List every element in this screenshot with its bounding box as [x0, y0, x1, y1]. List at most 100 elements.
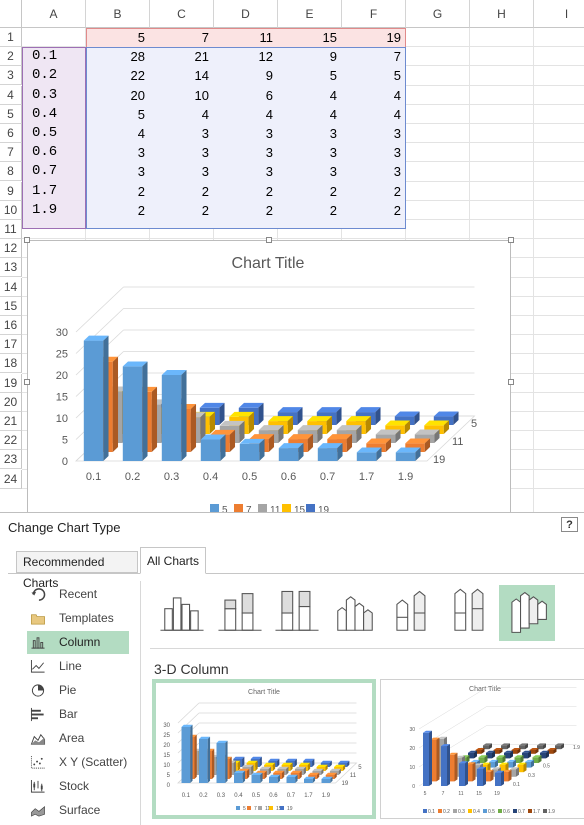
column-header-b[interactable]: B — [86, 0, 150, 28]
cell[interactable]: 0.4 — [32, 105, 58, 122]
bar-category-0.1[interactable] — [495, 770, 504, 786]
row-header-11[interactable]: 11 — [0, 220, 22, 239]
cell[interactable]: 10 — [194, 87, 209, 103]
cell[interactable]: 4 — [329, 106, 337, 122]
cell[interactable]: 2 — [265, 202, 273, 218]
bar-category-1.7[interactable] — [547, 748, 557, 754]
cell[interactable]: 0.3 — [32, 86, 58, 103]
cell[interactable]: 4 — [265, 106, 273, 122]
cell[interactable]: 4 — [201, 106, 209, 122]
chart-category-column[interactable]: Column — [27, 631, 129, 654]
cell[interactable]: 0.6 — [32, 144, 58, 161]
bar-category-0.7[interactable] — [522, 750, 531, 759]
bar-series-5[interactable] — [321, 776, 333, 783]
bar-category-0.5[interactable] — [507, 759, 516, 768]
3d-clustered-column-option[interactable] — [327, 585, 383, 641]
bar-category-1.7[interactable] — [511, 748, 521, 754]
cell[interactable]: 2 — [329, 202, 337, 218]
bar-category-0.4[interactable] — [499, 762, 509, 773]
row-header-6[interactable]: 6 — [0, 124, 22, 143]
chart-category-recent[interactable]: Recent — [27, 583, 129, 606]
row-header-7[interactable]: 7 — [0, 143, 22, 163]
column-header-f[interactable]: F — [342, 0, 406, 28]
cell[interactable]: 20 — [130, 87, 145, 103]
resize-handle[interactable] — [508, 379, 514, 385]
cell[interactable]: 2 — [137, 202, 145, 218]
bar-category-1.9[interactable] — [537, 743, 546, 750]
bar-category-1.7[interactable] — [493, 748, 503, 754]
cell[interactable]: 0.7 — [32, 163, 58, 180]
3d-stacked-column-option[interactable] — [384, 585, 440, 641]
row-header-2[interactable]: 2 — [0, 47, 22, 67]
row-header-21[interactable]: 21 — [0, 412, 22, 431]
row-header-4[interactable]: 4 — [0, 85, 22, 105]
bar-series-7[interactable] — [288, 434, 314, 452]
cell[interactable]: 0.5 — [32, 125, 58, 141]
bar-series-5[interactable] — [356, 447, 382, 461]
bar-category-0.3[interactable] — [510, 767, 519, 777]
cell[interactable]: 2 — [265, 183, 273, 199]
bar-category-0.7[interactable] — [504, 750, 513, 759]
chart-category-bar[interactable]: Bar — [27, 703, 129, 726]
cell[interactable]: 0.1 — [32, 48, 58, 65]
chart-category-pie[interactable]: Pie — [27, 679, 129, 702]
bar-category-1.9[interactable] — [483, 743, 492, 750]
bar-category-0.2[interactable] — [466, 762, 476, 782]
cell[interactable]: 3 — [201, 145, 209, 161]
resize-handle[interactable] — [24, 237, 30, 243]
cell[interactable]: 12 — [258, 49, 273, 65]
cell[interactable]: 3 — [265, 164, 273, 180]
cell[interactable]: 5 — [137, 106, 145, 122]
resize-handle[interactable] — [24, 379, 30, 385]
column-header-e[interactable]: E — [278, 0, 342, 28]
cell[interactable]: 9 — [265, 68, 273, 84]
bar-category-0.2[interactable] — [448, 752, 458, 782]
percent-stacked-column-option[interactable] — [269, 585, 325, 641]
row-header-3[interactable]: 3 — [0, 66, 22, 86]
tab-recommended-charts[interactable]: Recommended Charts — [16, 551, 138, 590]
cell[interactable]: 2 — [201, 183, 209, 199]
cell[interactable]: 3 — [137, 145, 145, 161]
row-header-15[interactable]: 15 — [0, 296, 22, 316]
cell[interactable]: 5 — [393, 68, 401, 84]
bar-series-5[interactable] — [161, 370, 187, 461]
cell[interactable]: 3 — [393, 126, 401, 141]
bar-category-0.1[interactable] — [423, 730, 432, 786]
cell[interactable]: 3 — [137, 164, 145, 180]
resize-handle[interactable] — [266, 237, 272, 243]
bar-series-5[interactable] — [269, 774, 281, 783]
bar-series-5[interactable] — [83, 335, 109, 461]
bar-category-0.6[interactable] — [532, 755, 542, 763]
column-header-c[interactable]: C — [150, 0, 214, 28]
cell[interactable]: 2 — [329, 183, 337, 199]
chart-category-surface[interactable]: Surface — [27, 799, 129, 822]
row-header-1[interactable]: 1 — [0, 28, 22, 47]
chart-preview-2[interactable]: Chart Title 0 10 20 30 5 7 11 15 19 0.1 0.3 0.5 1.9 0… — [380, 679, 584, 819]
3d-percent-stacked-column-option[interactable] — [442, 585, 498, 641]
bar-series-5[interactable] — [286, 774, 298, 783]
cell[interactable]: 4 — [329, 87, 337, 103]
cell[interactable]: 3 — [201, 126, 209, 141]
cell[interactable]: 7 — [201, 30, 209, 45]
row-header-22[interactable]: 22 — [0, 431, 22, 451]
bar-category-0.5[interactable] — [489, 759, 498, 768]
row-header-23[interactable]: 23 — [0, 450, 22, 470]
cell[interactable]: 28 — [130, 49, 145, 65]
bar-series-5[interactable] — [122, 361, 148, 461]
help-button[interactable]: ? — [561, 517, 578, 532]
chart-category-x-y-scatter[interactable]: X Y (Scatter) — [27, 751, 129, 774]
bar-category-1.9[interactable] — [519, 743, 528, 750]
tab-all-charts[interactable]: All Charts — [140, 547, 206, 574]
column-header-i[interactable]: I — [534, 0, 584, 28]
row-header-12[interactable]: 12 — [0, 239, 22, 259]
chart-category-line[interactable]: Line — [27, 655, 129, 678]
stacked-column-option[interactable] — [212, 585, 268, 641]
bar-category-0.2[interactable] — [484, 769, 494, 782]
cell[interactable]: 2 — [393, 183, 401, 199]
bar-category-0.1[interactable] — [441, 744, 450, 786]
bar-category-0.1[interactable] — [459, 761, 468, 786]
bar-category-0.6[interactable] — [514, 755, 524, 763]
row-header-13[interactable]: 13 — [0, 258, 22, 278]
row-header-14[interactable]: 14 — [0, 277, 22, 297]
chart-category-stock[interactable]: Stock — [27, 775, 129, 798]
